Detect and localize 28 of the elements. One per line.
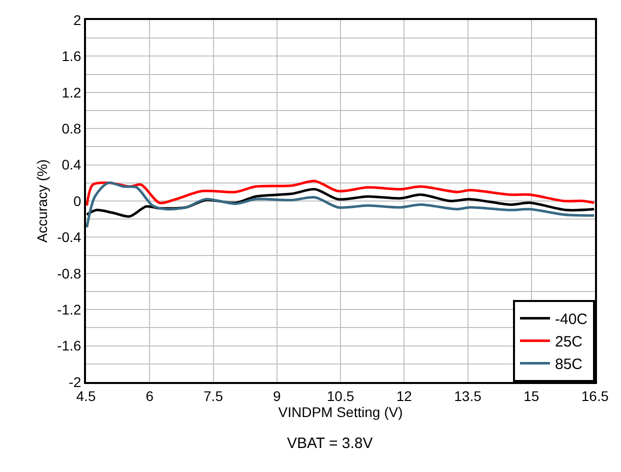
x-tick-label: 4.5 — [76, 388, 96, 404]
y-tick-label: -0.4 — [57, 229, 82, 246]
x-tick-label: 9 — [272, 388, 281, 404]
y-tick-label: 1.6 — [62, 48, 82, 64]
line-series — [86, 181, 595, 228]
y-tick-label: 1.2 — [62, 84, 82, 100]
x-tick-label: 16.5 — [581, 388, 609, 404]
x-tick-label: 15 — [524, 388, 540, 404]
y-axis-title: Accuracy (%) — [34, 159, 50, 243]
y-tick-label: -2 — [68, 374, 82, 390]
x-tick-label: 13.5 — [454, 388, 482, 404]
legend-label: 25C — [555, 334, 583, 351]
legend-label: -40C — [555, 311, 588, 328]
legend-label: 85C — [555, 356, 583, 374]
text: VBAT = 3.8V — [287, 435, 373, 452]
y-tick-label: -1.6 — [57, 338, 82, 354]
y-tick-label: -1.2 — [57, 302, 82, 318]
x-tick-label: 6 — [146, 388, 154, 404]
y-tick-label: 2 — [73, 12, 82, 28]
y-tick-label: 0 — [73, 192, 82, 209]
x-tick-label: 7.5 — [204, 388, 224, 404]
x-tick-label: 12 — [396, 388, 412, 404]
x-tick-label: 10.5 — [326, 388, 354, 404]
y-tick-label: 0.8 — [62, 120, 82, 136]
line-series — [86, 180, 595, 207]
y-tick-label: -0.8 — [57, 265, 82, 282]
x-axis-title: VINDPM Setting (V) — [278, 404, 403, 420]
y-tick-label: 0.4 — [62, 156, 82, 173]
